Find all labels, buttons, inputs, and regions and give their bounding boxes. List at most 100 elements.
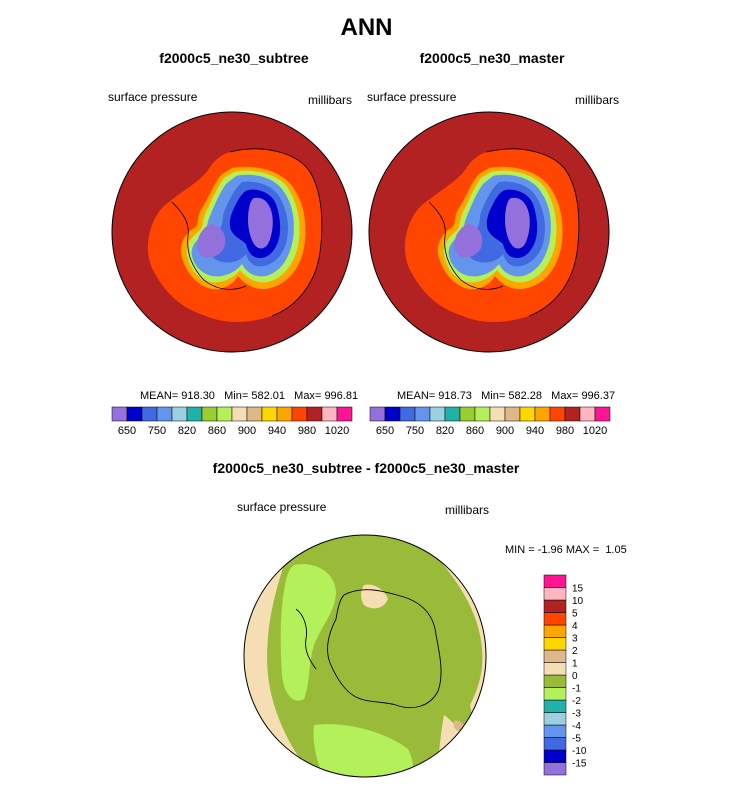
- panel-2-colorbar-swatch-10: [519, 406, 536, 422]
- panel-2-colorbar-swatch-15: [594, 406, 611, 422]
- diff-colorbar-swatch-5: [543, 699, 567, 713]
- panel-2-colorbar-tick-label: 860: [466, 425, 484, 437]
- diff-panel-title: f2000c5_ne30_subtree - f2000c5_ne30_mast…: [212, 460, 520, 476]
- panel-1-colorbar-swatch-14: [321, 406, 338, 422]
- panel-2-colorbar-swatch-4: [429, 406, 446, 422]
- panel-1-field-west-650: [197, 224, 226, 258]
- diff-colorbar-tick-label: 2: [572, 646, 578, 657]
- diff-colorbar-tick-label: 10: [572, 596, 584, 607]
- diff-colorbar-tick-label: -10: [572, 746, 587, 757]
- panel-2-colorbar-swatch-13: [564, 406, 581, 422]
- diff-colorbar-tick-label: 0: [572, 671, 578, 682]
- panel-1-map: [111, 111, 353, 353]
- diff-colorbar-swatch-0: [543, 762, 567, 776]
- panel-2-units-label: millibars: [575, 93, 620, 107]
- panel-1-units-label: millibars: [308, 93, 353, 107]
- panel-1-colorbar-tick-label: 940: [268, 425, 286, 437]
- diff-colorbar-swatch-3: [543, 724, 567, 738]
- panel-2-field-650: [505, 197, 530, 249]
- diff-colorbar-tick-label: 5: [572, 609, 578, 620]
- panel-2-colorbar-swatch-7: [474, 406, 491, 422]
- panel-1-colorbar-swatch-10: [261, 406, 278, 422]
- panel-2-colorbar-swatch-11: [534, 406, 551, 422]
- panel-2-colorbar-tick-label: 820: [436, 425, 454, 437]
- diff-colorbar-swatch-4: [543, 712, 567, 726]
- panel-2-stats: MEAN= 918.73 Min= 582.28 Max= 996.37: [397, 390, 616, 402]
- panel-1-variable-label: surface pressure: [108, 90, 198, 104]
- diff-field-center-positive: [361, 584, 388, 609]
- diff-colorbar-swatch-9: [543, 649, 567, 663]
- diff-colorbar-swatch-6: [543, 687, 567, 701]
- diff-coastline: [295, 589, 442, 709]
- panel-1-stats: MEAN= 918.30 Min= 582.01 Max= 996.81: [140, 390, 359, 402]
- diff-colorbar-tick-label: 15: [572, 584, 584, 595]
- panel-2-colorbar-swatch-8: [489, 406, 506, 422]
- panel-1-title: f2000c5_ne30_subtree: [159, 50, 309, 66]
- panel-2-colorbar-tick-label: 650: [376, 425, 394, 437]
- diff-panel-minmax: MIN = -1.96 MAX = 1.05: [505, 544, 627, 556]
- panel-2-colorbar-tick-label: 940: [526, 425, 544, 437]
- panel-2-colorbar-swatch-9: [504, 406, 521, 422]
- panel-1-colorbar-swatch-4: [171, 406, 188, 422]
- panel-1-colorbar-swatch-3: [156, 406, 173, 422]
- diff-map-border: [243, 534, 487, 778]
- panel-2-colorbar-tick-label: 900: [496, 425, 514, 437]
- panel-2-field-west-650: [454, 224, 483, 258]
- panel-1-field-650: [248, 197, 273, 249]
- diff-colorbar-tick-label: -2: [572, 696, 581, 707]
- panel-1-coastline: [171, 148, 323, 317]
- diff-colorbar-tick-label: -5: [572, 734, 581, 745]
- diff-colorbar-tick-label: 1: [572, 659, 578, 670]
- panel-1-colorbar-swatch-0: [111, 406, 128, 422]
- panel-1-colorbar-tick-label: 750: [148, 425, 166, 437]
- diff-colorbar-tick-label: -1: [572, 684, 581, 695]
- diff-colorbar-tick-label: 4: [572, 621, 578, 632]
- panel-1-colorbar-swatch-12: [291, 406, 308, 422]
- panel-2-map-border: [368, 111, 610, 353]
- diff-colorbar-tick-label: -15: [572, 759, 587, 770]
- panel-2-colorbar-tick-label: 1020: [583, 425, 607, 437]
- panel-1-colorbar-swatch-11: [276, 406, 293, 422]
- panel-1-colorbar-swatch-5: [186, 406, 203, 422]
- panel-2-coastline: [428, 148, 580, 317]
- panel-1-colorbar: 650 750 820 860 900 940 980 1020: [111, 406, 353, 437]
- panel-2-colorbar-tick-label: 750: [406, 425, 424, 437]
- panel-2-colorbar-swatch-2: [399, 406, 416, 422]
- diff-colorbar-swatch-10: [543, 637, 567, 651]
- panel-2-colorbar-swatch-14: [579, 406, 596, 422]
- panel-1-colorbar-tick-label: 860: [208, 425, 226, 437]
- panel-2-colorbar-swatch-0: [369, 406, 386, 422]
- panel-1-colorbar-swatch-9: [246, 406, 263, 422]
- panel-1-map-border: [111, 111, 353, 353]
- panel-1-colorbar-tick-label: 650: [118, 425, 136, 437]
- panel-2-colorbar-swatch-1: [384, 406, 401, 422]
- panel-1-colorbar-swatch-7: [216, 406, 233, 422]
- panel-2-colorbar-tick-label: 980: [556, 425, 574, 437]
- panel-1-colorbar-swatch-8: [231, 406, 248, 422]
- diff-colorbar-swatch-13: [543, 599, 567, 613]
- main-title: ANN: [340, 14, 393, 41]
- panel-1-colorbar-tick-label: 820: [178, 425, 196, 437]
- diff-colorbar-swatch-1: [543, 749, 567, 763]
- diff-colorbar-swatch-7: [543, 674, 567, 688]
- panel-1-colorbar-swatch-1: [126, 406, 143, 422]
- panel-2-title: f2000c5_ne30_master: [419, 50, 565, 66]
- diff-field-south-negative: [313, 724, 413, 777]
- diff-colorbar-swatch-2: [543, 737, 567, 751]
- panel-1-colorbar-tick-label: 980: [298, 425, 316, 437]
- diff-colorbar-tick-label: 3: [572, 634, 578, 645]
- panel-2-colorbar-swatch-12: [549, 406, 566, 422]
- diff-field-west-negative: [280, 564, 336, 701]
- diff-panel-map: [243, 534, 487, 778]
- panel-1-colorbar-swatch-2: [141, 406, 158, 422]
- panel-2-colorbar-swatch-3: [414, 406, 431, 422]
- panel-1-colorbar-swatch-13: [306, 406, 323, 422]
- diff-colorbar-swatch-8: [543, 662, 567, 676]
- diff-colorbar-tick-label: -4: [572, 721, 581, 732]
- panel-2-colorbar-swatch-6: [459, 406, 476, 422]
- diff-colorbar-swatch-14: [543, 587, 567, 601]
- diff-colorbar-tick-label: -3: [572, 709, 581, 720]
- diff-panel-units-label: millibars: [445, 503, 490, 517]
- panel-2-colorbar-swatch-5: [444, 406, 461, 422]
